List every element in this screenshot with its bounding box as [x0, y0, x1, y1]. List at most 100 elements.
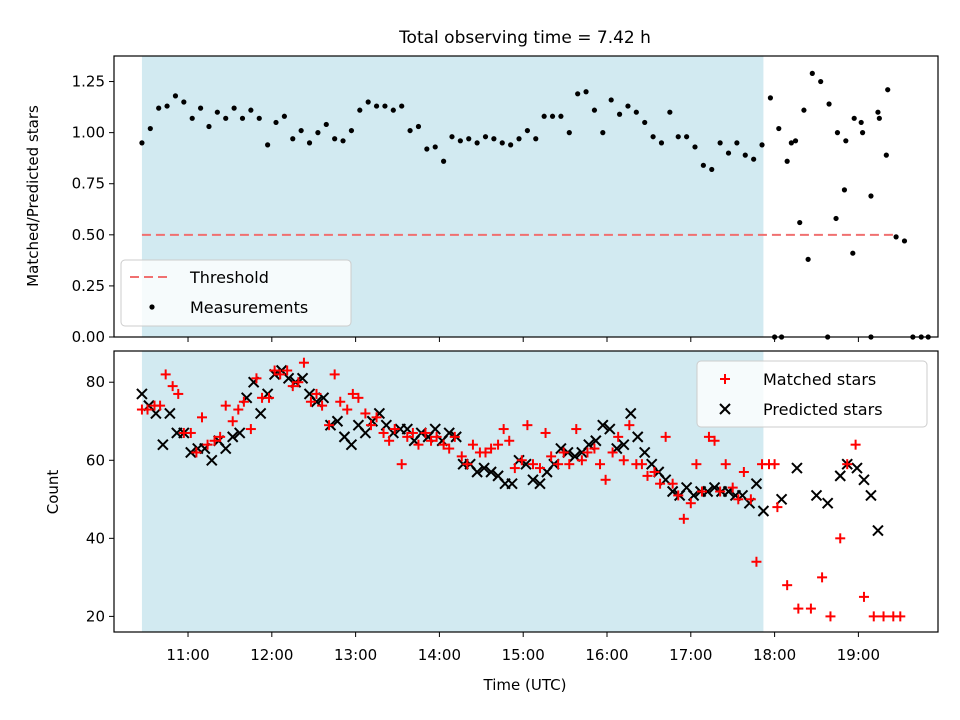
- matched-point: [317, 400, 328, 411]
- legend-plus-marker: [720, 374, 730, 384]
- legend-threshold-label: Threshold: [189, 268, 269, 287]
- measurement-point: [466, 136, 472, 142]
- matched-point: [842, 459, 853, 470]
- measurement-point: [843, 138, 849, 144]
- matched-point: [426, 435, 437, 446]
- matched-point: [215, 431, 226, 442]
- matched-point: [282, 365, 293, 376]
- measurement-point: [742, 152, 748, 158]
- predicted-point: [331, 415, 344, 427]
- matched-point: [613, 431, 624, 442]
- measurement-point: [841, 187, 848, 193]
- matched-point: [142, 404, 153, 415]
- time-x-tick-label: 16:00: [585, 646, 628, 664]
- time-x-tick-label: 12:00: [250, 646, 293, 664]
- ratio-panel: 0.00 0.25 0.50 0.75 1.00 1.25 Matched/Predict…: [24, 55, 939, 346]
- matched-point: [733, 494, 744, 505]
- predicted-point: [345, 438, 358, 451]
- time-x-axis: 11:00 12:00 13:00 14:00 15:00 16:00 17:00 18:00…: [166, 632, 880, 664]
- measurement-point: [206, 123, 212, 130]
- matched-point: [407, 427, 418, 438]
- matched-point: [636, 459, 647, 470]
- predicted-point: [359, 427, 372, 439]
- ratio-y-tick-label: 0.00: [72, 328, 105, 346]
- legend-measurements-label: Measurements: [190, 298, 308, 317]
- measurement-point: [231, 105, 237, 111]
- predicted-point: [534, 477, 546, 490]
- matched-point: [486, 443, 497, 454]
- measurement-point: [717, 140, 723, 146]
- matched-point: [868, 611, 879, 622]
- predicted-point: [506, 477, 518, 490]
- matched-point: [553, 459, 564, 470]
- predicted-point: [429, 423, 441, 435]
- measurement-point: [449, 134, 455, 140]
- matched-point: [305, 396, 316, 407]
- ratio-y-tick-label: 0.75: [72, 175, 105, 193]
- predicted-point: [597, 419, 609, 431]
- measurement-point: [658, 140, 665, 146]
- matched-point: [498, 424, 509, 435]
- matched-point: [655, 478, 666, 489]
- time-x-tick-label: 18:00: [753, 646, 796, 664]
- ratio-axes-frame: [113, 55, 939, 338]
- matched-point: [534, 463, 545, 474]
- matched-point: [745, 494, 756, 505]
- matched-point: [298, 357, 309, 368]
- measurement-point: [591, 107, 598, 113]
- matched-point: [353, 392, 364, 403]
- matched-point: [251, 373, 262, 384]
- measurement-point: [684, 134, 690, 140]
- count-y-tick-label: 20: [86, 607, 105, 625]
- predicted-point: [872, 524, 884, 537]
- measurement-point: [667, 109, 673, 115]
- ratio-y-tick-label: 0.25: [72, 277, 105, 295]
- measurement-point: [415, 123, 422, 130]
- measurement-point: [859, 130, 866, 136]
- matched-point: [527, 459, 538, 470]
- measurement-point: [784, 158, 790, 164]
- predicted-point: [639, 446, 651, 459]
- count-y-tick-label: 40: [86, 529, 105, 547]
- measurement-point: [767, 95, 774, 101]
- matched-points: [136, 357, 906, 622]
- time-x-label: Time (UTC): [483, 676, 567, 694]
- matched-point: [576, 455, 587, 466]
- time-x-tick-label: 19:00: [837, 646, 880, 664]
- matched-point: [467, 439, 478, 450]
- measurement-point: [850, 250, 856, 256]
- measurement-point: [290, 136, 296, 142]
- legend-predicted-label: Predicted stars: [763, 400, 883, 419]
- measurement-point: [801, 107, 807, 113]
- measurement-point: [883, 152, 889, 158]
- measurement-point: [172, 93, 179, 99]
- measurement-point: [826, 101, 832, 107]
- matched-point: [850, 439, 861, 450]
- measurement-point: [248, 107, 254, 113]
- count-axes-frame: [113, 350, 939, 633]
- measurement-point: [675, 134, 681, 140]
- measurement-point: [575, 91, 581, 97]
- count-y-tick-label: 60: [86, 451, 105, 469]
- matched-point: [287, 381, 298, 392]
- matched-point: [703, 431, 714, 442]
- measurement-point: [700, 162, 706, 168]
- matched-point: [600, 474, 611, 485]
- predicted-point: [865, 489, 877, 502]
- matched-point: [858, 591, 869, 602]
- matched-point: [160, 369, 171, 380]
- measurement-point: [759, 142, 765, 148]
- predicted-point: [851, 462, 863, 474]
- measurement-point: [608, 97, 614, 103]
- ratio-y-tick-label: 1.00: [72, 124, 105, 142]
- predicted-point: [136, 388, 148, 400]
- matched-point: [438, 439, 449, 450]
- measurement-point: [164, 103, 170, 109]
- matched-point: [191, 447, 202, 458]
- matched-point: [449, 431, 460, 442]
- matched-point: [817, 572, 828, 583]
- matched-point: [678, 513, 689, 524]
- matched-point: [618, 455, 629, 466]
- measurement-point: [281, 113, 287, 119]
- measurement-point: [792, 138, 799, 144]
